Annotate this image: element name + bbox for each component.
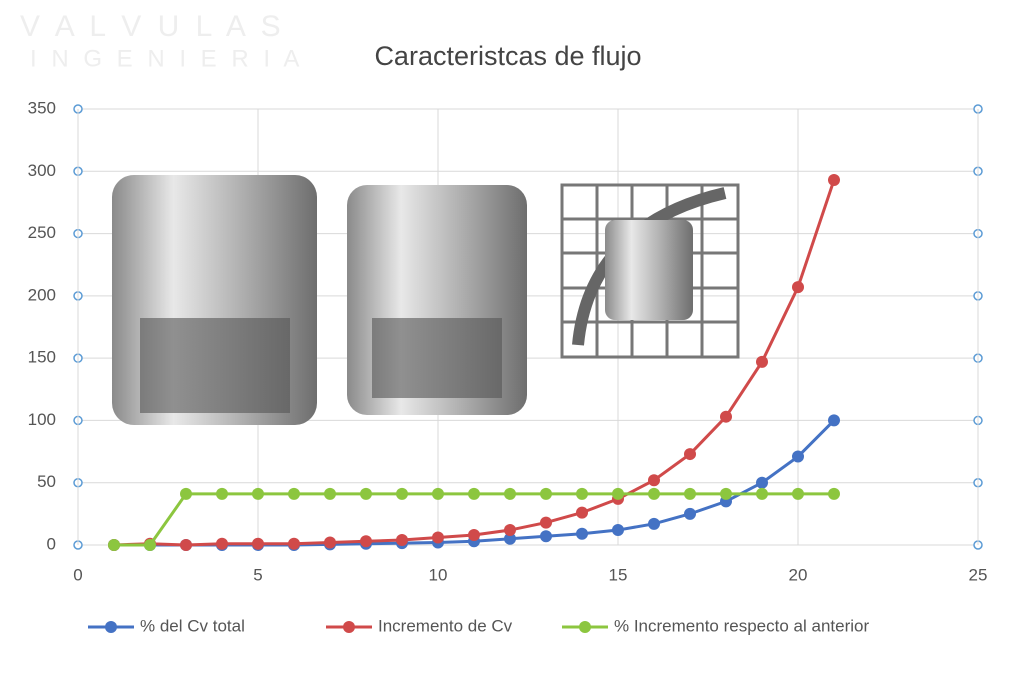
- legend-label: Incremento de Cv: [378, 616, 513, 635]
- x-tick-label: 15: [609, 565, 628, 584]
- x-tick-label: 20: [789, 565, 808, 584]
- point: [648, 487, 660, 500]
- legend-marker: [105, 621, 117, 633]
- point: [324, 536, 336, 549]
- point: [252, 537, 264, 550]
- point: [576, 527, 588, 540]
- point: [612, 524, 624, 537]
- watermark: V A L V U L A S: [20, 10, 285, 43]
- point: [828, 487, 840, 500]
- point: [684, 448, 696, 461]
- legend-label: % del Cv total: [140, 616, 245, 635]
- point: [792, 487, 804, 500]
- point: [504, 487, 516, 500]
- valve-image: [112, 175, 740, 425]
- point: [540, 487, 552, 500]
- point: [792, 450, 804, 463]
- point: [648, 517, 660, 530]
- point: [144, 539, 156, 551]
- legend-marker: [343, 621, 355, 633]
- point: [360, 487, 372, 500]
- point: [180, 539, 192, 551]
- y-tick-label: 50: [37, 472, 56, 491]
- y-tick-label: 200: [28, 285, 56, 304]
- chart-title: Caracteristcas de flujo: [374, 41, 641, 71]
- x-tick-label: 0: [73, 565, 82, 584]
- point: [396, 534, 408, 547]
- point: [684, 487, 696, 500]
- point: [648, 474, 660, 487]
- point: [216, 537, 228, 550]
- point: [468, 529, 480, 542]
- x-tick-label: 5: [253, 565, 262, 584]
- point: [288, 487, 300, 500]
- point: [576, 506, 588, 519]
- point: [720, 487, 732, 500]
- point: [720, 410, 732, 423]
- point: [504, 532, 516, 545]
- legend-label: % Incremento respecto al anterior: [614, 616, 869, 635]
- point: [324, 487, 336, 500]
- point: [684, 507, 696, 520]
- point: [828, 174, 840, 187]
- point: [756, 487, 768, 500]
- watermark: I N G E N I E R I A: [30, 45, 303, 72]
- point: [612, 487, 624, 500]
- x-tick-label: 25: [969, 565, 988, 584]
- point: [828, 414, 840, 427]
- point: [180, 487, 192, 500]
- y-tick-label: 0: [47, 534, 56, 553]
- point: [756, 476, 768, 489]
- point: [432, 531, 444, 544]
- point: [504, 524, 516, 537]
- point: [252, 487, 264, 500]
- x-tick-label: 10: [429, 565, 448, 584]
- point: [108, 539, 120, 551]
- point: [432, 487, 444, 500]
- point: [216, 487, 228, 500]
- point: [540, 530, 552, 543]
- point: [396, 487, 408, 500]
- point: [360, 535, 372, 548]
- y-tick-label: 100: [28, 410, 56, 429]
- point: [576, 487, 588, 500]
- point: [792, 281, 804, 294]
- point: [468, 487, 480, 500]
- y-tick-label: 250: [28, 223, 56, 242]
- point: [288, 537, 300, 550]
- y-tick-label: 350: [28, 98, 56, 117]
- point: [540, 516, 552, 529]
- y-tick-label: 300: [28, 161, 56, 180]
- legend-marker: [579, 621, 591, 633]
- y-tick-label: 150: [28, 348, 56, 367]
- point: [756, 355, 768, 368]
